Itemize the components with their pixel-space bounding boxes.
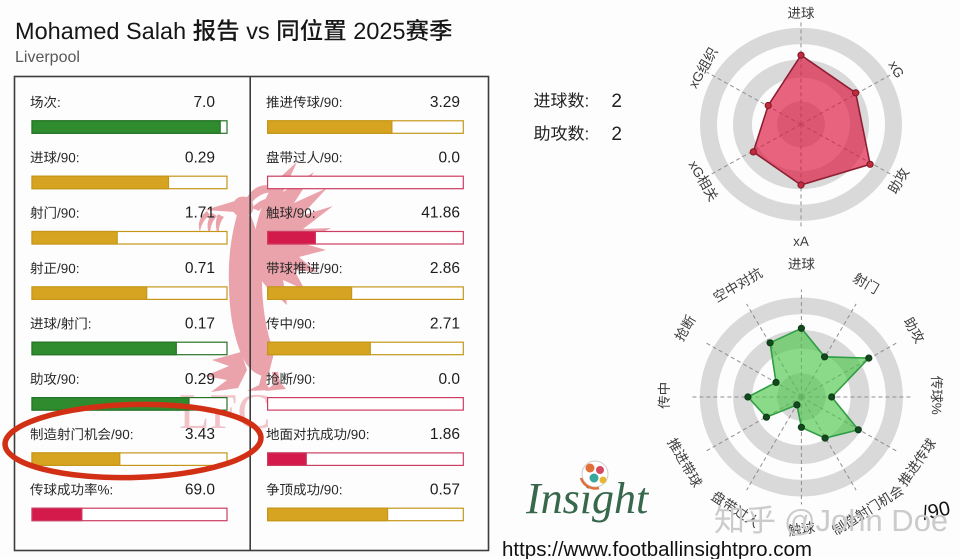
svg-text:3.43: 3.43	[185, 426, 215, 443]
svg-text:0.29: 0.29	[185, 371, 215, 388]
svg-text:7.0: 7.0	[193, 94, 215, 111]
svg-text:0.0: 0.0	[438, 371, 460, 388]
svg-text:2.86: 2.86	[430, 260, 460, 277]
svg-text:41.86: 41.86	[421, 205, 460, 222]
svg-text:Liverpool: Liverpool	[15, 49, 80, 66]
svg-text:3.29: 3.29	[430, 94, 460, 111]
svg-text:0.57: 0.57	[430, 481, 460, 498]
svg-text:0.17: 0.17	[185, 315, 215, 332]
svg-text:0.29: 0.29	[185, 149, 215, 166]
svg-text:@John Doe: @John Doe	[784, 503, 948, 538]
svg-text:2: 2	[611, 91, 622, 112]
svg-text:69.0: 69.0	[185, 481, 216, 498]
svg-text:https://www.footballinsightpro: https://www.footballinsightpro.com	[502, 538, 812, 559]
svg-text:0.71: 0.71	[185, 260, 215, 277]
svg-text:0.0: 0.0	[438, 149, 460, 166]
svg-text:1.86: 1.86	[430, 426, 460, 443]
svg-text:2.71: 2.71	[430, 315, 460, 332]
svg-text:1.71: 1.71	[185, 205, 215, 222]
svg-text:2: 2	[611, 124, 622, 145]
